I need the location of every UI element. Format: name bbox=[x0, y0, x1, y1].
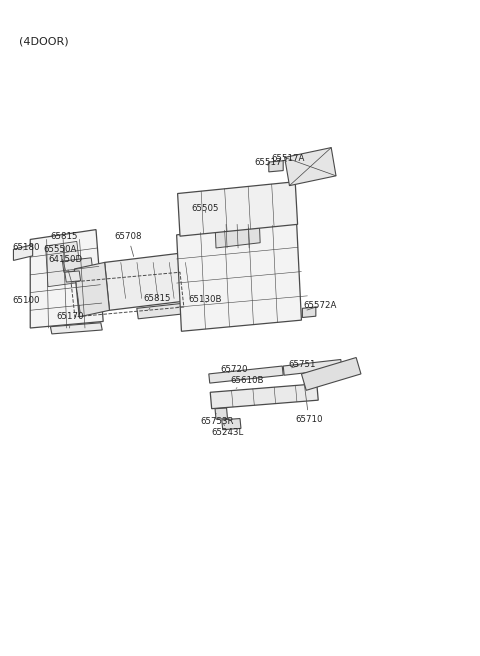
Polygon shape bbox=[285, 148, 336, 186]
Text: 65505: 65505 bbox=[191, 204, 218, 213]
Polygon shape bbox=[137, 303, 186, 319]
Text: 65720: 65720 bbox=[221, 365, 248, 374]
Polygon shape bbox=[177, 223, 301, 331]
Text: 65710: 65710 bbox=[295, 383, 323, 424]
Text: 65572A: 65572A bbox=[303, 301, 337, 310]
Polygon shape bbox=[50, 323, 102, 334]
Text: 65243L: 65243L bbox=[211, 424, 243, 438]
Text: 64150D: 64150D bbox=[48, 255, 82, 281]
Polygon shape bbox=[269, 161, 283, 172]
Polygon shape bbox=[65, 271, 81, 282]
Polygon shape bbox=[105, 251, 206, 310]
Polygon shape bbox=[283, 359, 342, 375]
Text: 65815: 65815 bbox=[143, 294, 170, 310]
Polygon shape bbox=[215, 219, 260, 248]
Polygon shape bbox=[209, 366, 283, 383]
Polygon shape bbox=[46, 241, 82, 287]
Text: 65517: 65517 bbox=[254, 158, 282, 167]
Polygon shape bbox=[222, 419, 241, 430]
Text: 65517A: 65517A bbox=[272, 154, 305, 163]
Text: 65100: 65100 bbox=[12, 296, 39, 305]
Text: 65180: 65180 bbox=[12, 243, 39, 253]
Polygon shape bbox=[215, 408, 228, 419]
Text: 65130B: 65130B bbox=[188, 295, 222, 304]
Text: 65610B: 65610B bbox=[230, 376, 264, 388]
Text: 65815: 65815 bbox=[50, 232, 78, 262]
Text: 65751: 65751 bbox=[288, 360, 315, 369]
Polygon shape bbox=[301, 358, 361, 390]
Polygon shape bbox=[74, 262, 109, 317]
Polygon shape bbox=[178, 182, 298, 236]
Polygon shape bbox=[13, 245, 33, 260]
Text: 65708: 65708 bbox=[114, 232, 142, 256]
Polygon shape bbox=[302, 307, 316, 318]
Text: (4DOOR): (4DOOR) bbox=[19, 36, 69, 46]
Polygon shape bbox=[210, 384, 318, 409]
Text: 65170: 65170 bbox=[57, 312, 84, 328]
Polygon shape bbox=[62, 258, 93, 272]
Text: 65550A: 65550A bbox=[43, 245, 77, 270]
Text: 65753R: 65753R bbox=[201, 413, 234, 426]
Polygon shape bbox=[30, 230, 103, 328]
